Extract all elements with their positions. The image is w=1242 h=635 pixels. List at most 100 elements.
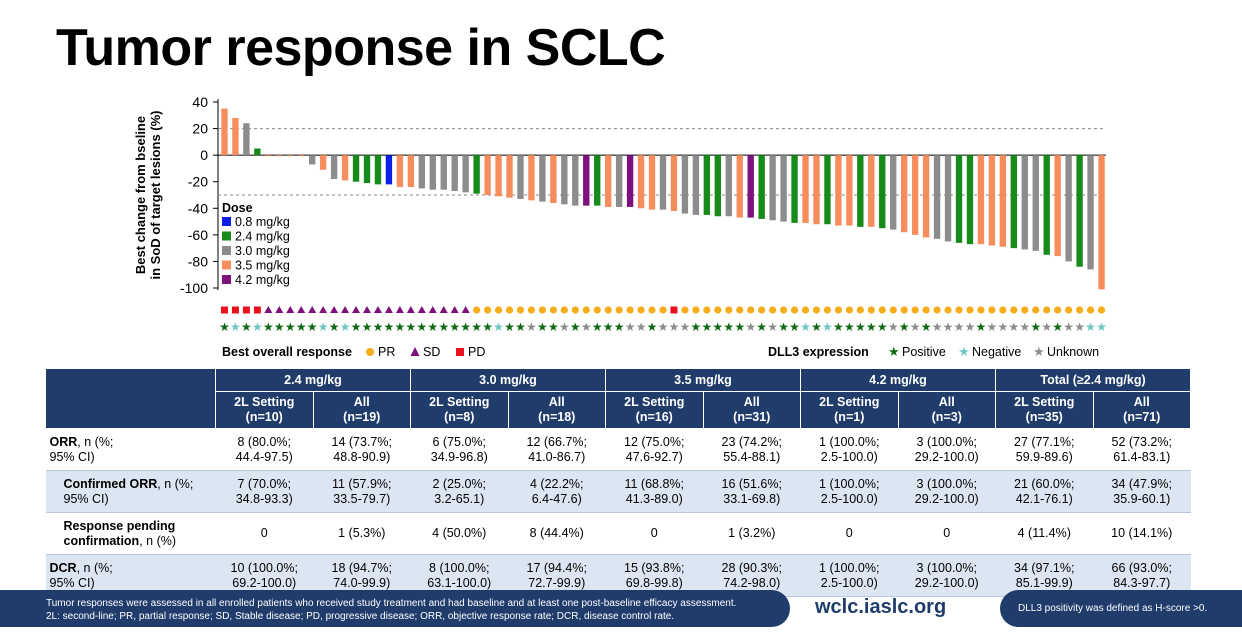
bar <box>484 155 491 195</box>
bar <box>221 108 228 156</box>
table-cell: 2 (25.0%; 3.2-65.1) <box>410 470 508 513</box>
table-cell: 28 (90.3%; 74.2-98.0) <box>703 554 801 597</box>
table-cell: 0 <box>215 512 313 555</box>
dll3-star-icon: ★ <box>362 320 373 334</box>
dll3-star-icon: ★ <box>373 320 384 334</box>
response-marker-pd <box>242 306 250 314</box>
dll3-star-icon: ★ <box>592 320 603 334</box>
response-marker-pr <box>1021 306 1029 314</box>
response-marker-pr <box>911 306 919 314</box>
table-cell: 27 (77.1%; 59.9-89.6) <box>995 428 1093 471</box>
response-marker-pr <box>889 306 897 314</box>
response-marker-pd <box>220 306 228 314</box>
table-cell: 0 <box>605 512 703 555</box>
bar <box>451 155 458 192</box>
response-marker-pr <box>769 306 777 314</box>
response-marker-sd <box>384 306 393 313</box>
column-header: All (n=18) <box>507 391 606 429</box>
bar <box>429 155 436 190</box>
bar <box>637 155 645 209</box>
dose-legend-label: 3.5 mg/kg <box>235 259 290 273</box>
table-row: ORR, n (%; 95% CI) 8 (80.0%; 44.4-97.5) 14 (… <box>45 428 1191 471</box>
response-marker-pr <box>549 306 557 314</box>
response-marker-pr <box>637 306 645 314</box>
table-cell: 8 (44.4%) <box>508 512 606 555</box>
group-header: 4.2 mg/kg <box>800 368 996 392</box>
waterfall-chart: 40 20 0 -20 -40 -60 -80 -100 Best change from bs… <box>133 94 1107 359</box>
response-marker-pr <box>582 306 590 314</box>
response-legend-label: PD <box>468 345 485 359</box>
bar <box>287 155 294 157</box>
response-marker-sd <box>395 306 404 313</box>
y-tick-label: 20 <box>192 121 208 137</box>
website-link[interactable]: wclc.iaslc.org <box>815 596 947 618</box>
bar <box>911 155 919 235</box>
dll3-star-icon: ★ <box>1041 320 1052 334</box>
bar <box>791 155 798 223</box>
table-cell: 14 (73.7%; 48.8-90.9) <box>313 428 411 471</box>
dll3-star-icon: ★ <box>778 320 789 334</box>
bar <box>506 155 513 198</box>
column-header: 2L Setting (n=10) <box>215 391 314 429</box>
dll3-star-icon: ★ <box>1030 320 1041 334</box>
bar <box>615 155 623 207</box>
bar <box>944 155 952 242</box>
group-header: 3.0 mg/kg <box>410 368 606 392</box>
response-marker-sd <box>341 306 350 313</box>
dll3-star-icon: ★ <box>932 320 943 334</box>
bar <box>243 123 250 156</box>
column-header: All (n=19) <box>312 391 411 429</box>
bar <box>583 155 590 206</box>
bar <box>813 155 820 225</box>
bar <box>462 155 469 193</box>
bar <box>594 155 601 206</box>
bar <box>232 117 239 156</box>
response-marker-sd <box>428 306 437 313</box>
dll3-star-icon: ★ <box>987 320 998 334</box>
table-cell: 0 <box>800 512 898 555</box>
bar <box>758 155 765 219</box>
dll3-star-icon: ★ <box>548 320 559 334</box>
y-tick-label: -60 <box>188 227 208 243</box>
response-marker-pr <box>1054 306 1062 314</box>
bar <box>495 155 502 197</box>
response-marker-pr <box>527 306 536 314</box>
dll3-star-icon: ★ <box>844 320 855 334</box>
group-header: 3.5 mg/kg <box>605 368 801 392</box>
dll3-star-icon: ★ <box>954 320 965 334</box>
dll3-star-icon: ★ <box>285 320 296 334</box>
dll3-star-icon: ★ <box>351 320 362 334</box>
table-corner-cell <box>45 368 216 429</box>
table-cell: 8 (100.0%; 63.1-100.0) <box>410 554 508 597</box>
bar <box>879 155 886 229</box>
dose-legend-swatch <box>222 217 231 226</box>
response-marker-pr <box>977 306 985 314</box>
bar <box>418 155 425 189</box>
dose-legend-label: 0.8 mg/kg <box>235 215 290 229</box>
table-cell: 3 (100.0%; 29.2-100.0) <box>898 554 996 597</box>
response-marker-sd <box>319 306 328 313</box>
response-marker-sd <box>439 306 448 313</box>
dll3-star-icon: ★ <box>636 320 647 334</box>
bar <box>725 155 732 217</box>
dll3-star-icon: ★ <box>526 320 537 334</box>
dll3-star-icon: ★ <box>384 320 395 334</box>
dll3-star-icon: ★ <box>274 320 285 334</box>
dose-legend-swatch <box>222 246 231 255</box>
dll3-star-icon: ★ <box>449 320 460 334</box>
response-marker-sd <box>308 306 317 313</box>
dll3-star-icon: ★ <box>241 320 252 334</box>
table-cell: 1 (100.0%; 2.5-100.0) <box>800 554 898 597</box>
column-header: All (n=3) <box>897 391 996 429</box>
table-cell: 16 (51.6%; 33.1-69.8) <box>703 470 801 513</box>
dll3-star-icon: ★ <box>1019 320 1030 334</box>
response-marker-sd <box>352 306 361 313</box>
bar <box>901 155 908 233</box>
response-marker-pr <box>823 306 832 314</box>
dll3-star-icon: ★ <box>438 320 449 334</box>
dll3-star-icon: ★ <box>680 320 691 334</box>
dll3-star-icon: ★ <box>965 320 976 334</box>
bar <box>298 155 305 157</box>
table-cell: 3 (100.0%; 29.2-100.0) <box>898 428 996 471</box>
footer: Tumor responses were assessed in all enr… <box>0 590 1242 635</box>
